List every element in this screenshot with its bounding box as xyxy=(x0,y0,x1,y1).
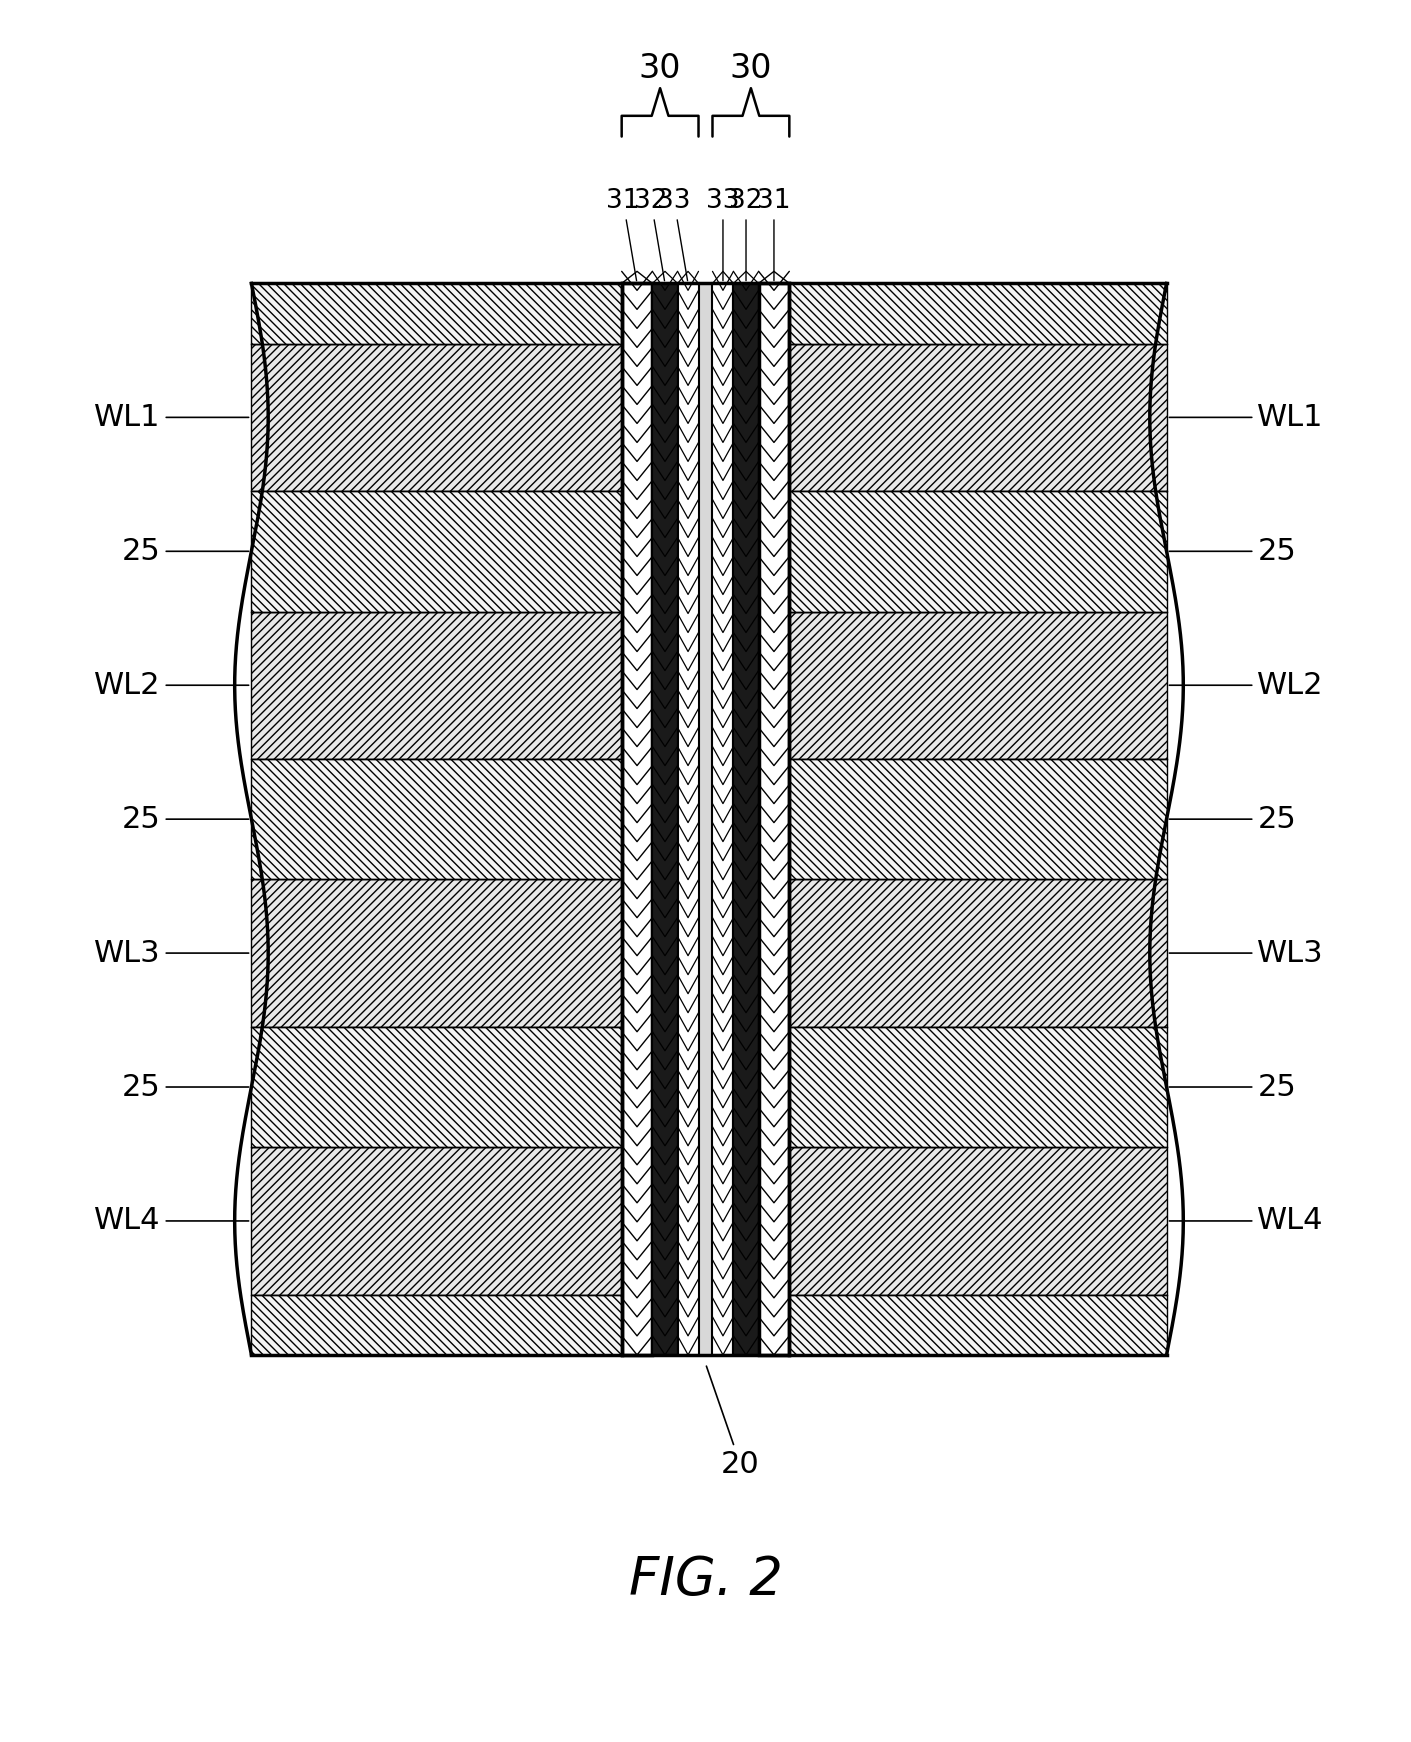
Text: FIG. 2: FIG. 2 xyxy=(629,1554,782,1606)
Text: WL4: WL4 xyxy=(1170,1207,1324,1235)
Bar xyxy=(713,284,734,1355)
Text: 31: 31 xyxy=(758,188,790,280)
Bar xyxy=(789,880,1167,1026)
Text: WL3: WL3 xyxy=(1170,939,1324,967)
Bar xyxy=(251,284,1167,1355)
Bar xyxy=(251,1294,622,1355)
Text: 32: 32 xyxy=(635,188,667,280)
Bar xyxy=(251,491,622,611)
Bar xyxy=(734,284,759,1355)
Bar xyxy=(251,880,622,1026)
Bar xyxy=(251,343,622,491)
Text: 33: 33 xyxy=(707,188,739,280)
Text: WL2: WL2 xyxy=(95,671,248,700)
Bar xyxy=(789,491,1167,611)
Text: 32: 32 xyxy=(729,188,763,280)
Bar xyxy=(251,284,622,343)
Text: 30: 30 xyxy=(729,52,772,85)
Bar xyxy=(789,611,1167,760)
Bar xyxy=(251,1026,622,1148)
Text: WL2: WL2 xyxy=(1170,671,1324,700)
Text: WL3: WL3 xyxy=(95,939,248,967)
Text: 25: 25 xyxy=(121,1073,248,1101)
Text: WL1: WL1 xyxy=(1170,402,1324,432)
Bar xyxy=(251,611,622,760)
Bar xyxy=(622,284,652,1355)
Text: 25: 25 xyxy=(1170,1073,1297,1101)
Bar xyxy=(789,760,1167,880)
Text: 25: 25 xyxy=(121,537,248,566)
Text: 31: 31 xyxy=(607,188,639,280)
Bar xyxy=(789,343,1167,491)
Bar xyxy=(251,1148,622,1294)
Text: 30: 30 xyxy=(639,52,682,85)
Text: 25: 25 xyxy=(1170,537,1297,566)
Bar xyxy=(677,284,698,1355)
Text: WL1: WL1 xyxy=(95,402,248,432)
Bar xyxy=(789,1148,1167,1294)
Text: 20: 20 xyxy=(707,1366,759,1479)
Bar xyxy=(759,284,789,1355)
Text: 25: 25 xyxy=(121,805,248,834)
Text: WL4: WL4 xyxy=(95,1207,248,1235)
Text: 25: 25 xyxy=(1170,805,1297,834)
Bar xyxy=(698,284,713,1355)
Bar xyxy=(789,1026,1167,1148)
Bar xyxy=(251,760,622,880)
Bar xyxy=(789,284,1167,343)
Bar xyxy=(652,284,677,1355)
Text: 33: 33 xyxy=(658,188,691,280)
Bar xyxy=(789,1294,1167,1355)
